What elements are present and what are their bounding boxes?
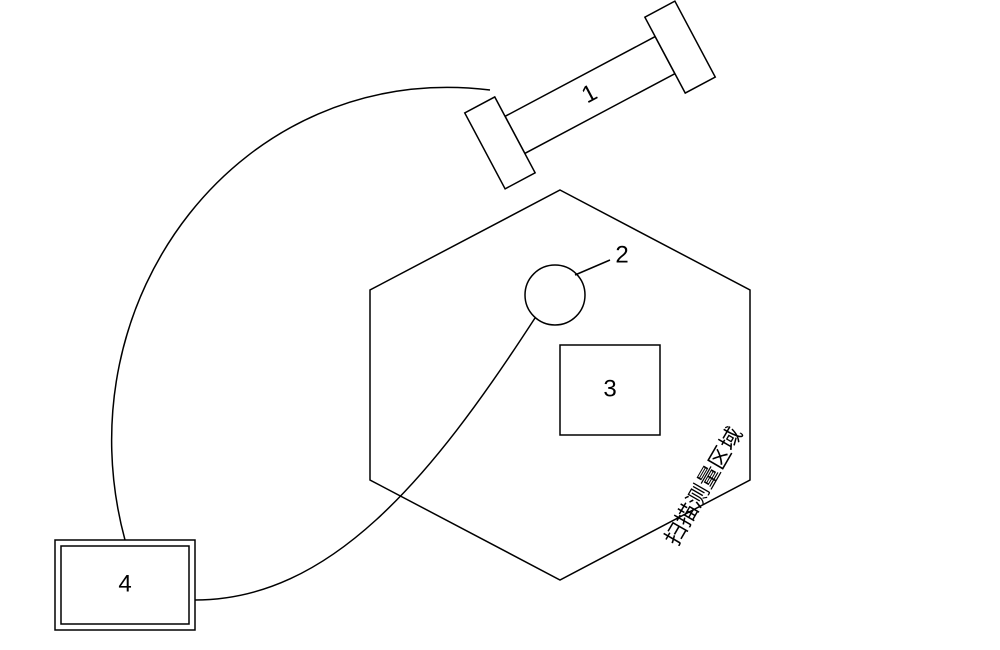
node-3-label: 3 — [603, 375, 616, 402]
cable-monitor-to-dumbbell — [112, 87, 490, 540]
cable-monitor-to-probe — [195, 318, 535, 600]
scan-region-label: 扫描测量区域 — [660, 423, 748, 550]
node-2-label: 2 — [615, 241, 628, 268]
node-1-dumbbell: 1 — [465, 1, 716, 189]
node-4-label: 4 — [118, 570, 131, 597]
node-2-leader-line — [575, 260, 610, 275]
